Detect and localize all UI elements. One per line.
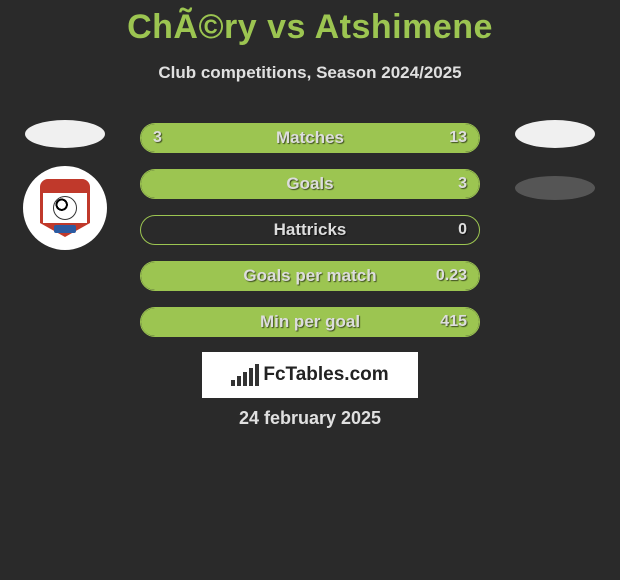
stat-right-value: 0 [458, 221, 467, 239]
fc-bar [249, 368, 253, 386]
shield-top-banner [40, 179, 90, 193]
stat-row-goals-per-match: Goals per match 0.23 [140, 261, 480, 291]
soccer-ball-icon [53, 196, 77, 220]
date-label: 24 february 2025 [0, 408, 620, 429]
stat-label: Goals [141, 174, 479, 194]
shield-icon [40, 179, 90, 237]
stat-label: Hattricks [141, 220, 479, 240]
stat-right-value: 3 [458, 175, 467, 193]
bar-chart-icon [231, 364, 259, 386]
fc-bar [243, 372, 247, 386]
stat-label: Goals per match [141, 266, 479, 286]
left-player-placeholder-icon [25, 120, 105, 148]
fc-bar [237, 376, 241, 386]
fc-bar [255, 364, 259, 386]
stat-right-value: 415 [440, 313, 467, 331]
stat-row-min-per-goal: Min per goal 415 [140, 307, 480, 337]
stat-right-value: 13 [449, 129, 467, 147]
stats-bars-container: 3 Matches 13 Goals 3 Hattricks 0 Goals p… [140, 123, 480, 353]
shield-ribbon [54, 225, 76, 233]
right-team-placeholder-icon [515, 176, 595, 200]
fctables-watermark: FcTables.com [202, 352, 418, 398]
right-player-column [510, 120, 600, 200]
page-subtitle: Club competitions, Season 2024/2025 [0, 63, 620, 83]
left-team-badge [23, 166, 107, 250]
left-player-column [20, 120, 110, 250]
right-player-placeholder-icon [515, 120, 595, 148]
stat-row-goals: Goals 3 [140, 169, 480, 199]
page-title: ChÃ©ry vs Atshimene [0, 0, 620, 47]
stat-row-hattricks: Hattricks 0 [140, 215, 480, 245]
stat-label: Min per goal [141, 312, 479, 332]
shield-middle [40, 193, 90, 223]
stat-right-value: 0.23 [436, 267, 467, 285]
fctables-label: FcTables.com [263, 364, 388, 386]
stat-row-matches: 3 Matches 13 [140, 123, 480, 153]
fc-bar [231, 380, 235, 386]
stat-label: Matches [141, 128, 479, 148]
